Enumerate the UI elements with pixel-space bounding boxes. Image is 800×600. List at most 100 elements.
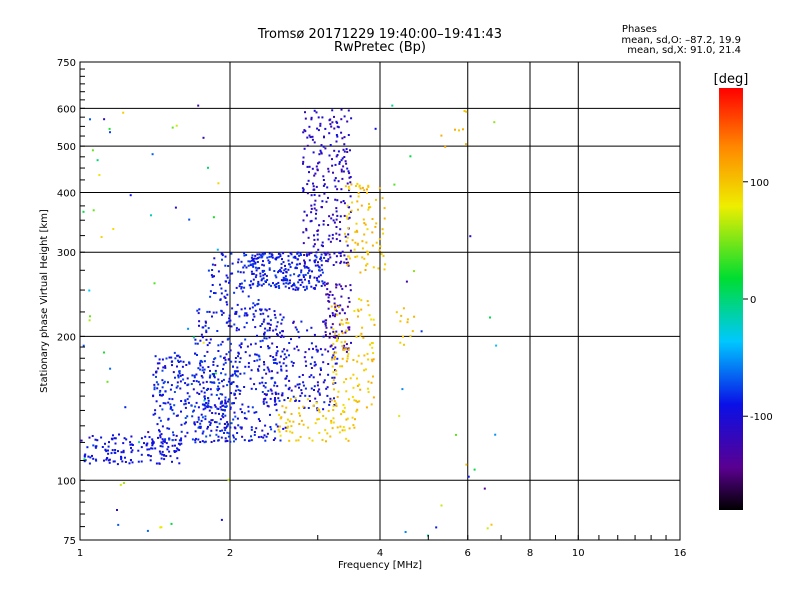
data-point xyxy=(264,439,267,442)
data-point xyxy=(374,225,377,228)
data-point xyxy=(239,372,242,375)
data-point xyxy=(279,417,282,420)
data-point xyxy=(332,330,335,333)
data-point xyxy=(262,436,265,439)
data-point xyxy=(346,236,349,239)
data-point xyxy=(353,248,356,251)
data-point xyxy=(495,344,498,347)
data-point xyxy=(160,394,163,397)
data-point xyxy=(163,440,166,443)
data-point xyxy=(304,387,307,390)
data-point xyxy=(331,312,334,315)
data-point xyxy=(238,285,241,288)
data-point xyxy=(253,431,256,433)
data-point xyxy=(319,274,322,277)
data-point xyxy=(284,410,287,413)
data-point xyxy=(277,256,280,259)
data-point xyxy=(157,383,160,386)
data-point xyxy=(343,254,346,257)
data-point xyxy=(107,452,110,455)
data-point xyxy=(341,157,344,160)
data-point xyxy=(217,385,220,388)
data-point xyxy=(312,404,315,407)
data-point xyxy=(326,386,329,389)
data-point xyxy=(333,115,335,118)
data-point xyxy=(266,329,269,332)
data-point xyxy=(298,336,301,339)
data-point xyxy=(296,263,299,266)
data-point xyxy=(355,185,357,187)
data-point xyxy=(313,238,316,241)
data-point xyxy=(194,352,197,355)
data-point xyxy=(198,393,201,395)
data-point xyxy=(259,308,261,311)
data-point xyxy=(161,453,164,456)
data-point xyxy=(153,383,156,386)
data-point xyxy=(330,326,333,329)
data-point xyxy=(337,150,340,153)
data-point xyxy=(313,109,316,112)
data-point xyxy=(336,426,339,429)
data-point xyxy=(154,447,157,450)
data-point xyxy=(293,284,296,287)
data-point xyxy=(180,442,183,445)
data-point xyxy=(258,382,261,385)
data-point xyxy=(89,118,91,121)
data-point xyxy=(493,121,496,124)
data-point xyxy=(240,286,243,289)
data-point xyxy=(282,316,285,319)
data-point xyxy=(237,351,240,354)
data-point xyxy=(346,417,349,420)
data-point xyxy=(402,335,404,338)
data-point xyxy=(243,412,246,415)
data-point xyxy=(322,381,325,384)
data-point xyxy=(171,360,174,363)
data-point xyxy=(237,270,240,273)
data-point xyxy=(171,409,174,412)
data-point xyxy=(279,253,282,256)
data-point xyxy=(340,295,343,298)
data-point xyxy=(280,365,283,368)
data-point xyxy=(140,453,143,456)
data-point xyxy=(284,426,287,429)
data-point xyxy=(251,306,254,309)
data-point xyxy=(348,212,351,215)
data-point xyxy=(312,151,315,154)
data-point xyxy=(335,330,338,333)
data-point xyxy=(324,331,327,334)
data-point xyxy=(201,416,204,419)
data-point xyxy=(282,252,285,255)
data-point xyxy=(140,446,143,449)
data-point xyxy=(275,325,278,328)
data-point xyxy=(336,154,339,156)
data-point xyxy=(229,426,232,429)
data-point xyxy=(232,434,235,437)
data-point xyxy=(303,129,306,132)
data-point xyxy=(318,392,321,395)
data-point xyxy=(354,255,357,258)
data-point xyxy=(176,381,179,384)
data-point xyxy=(322,175,325,178)
data-point xyxy=(130,459,132,461)
data-point xyxy=(264,252,266,255)
data-point xyxy=(253,383,256,386)
data-point xyxy=(180,437,183,440)
data-point xyxy=(226,293,229,296)
data-point xyxy=(332,371,335,374)
data-point xyxy=(344,232,346,235)
data-point xyxy=(265,401,268,404)
y-tick-label: 500 xyxy=(57,142,76,153)
data-point xyxy=(151,441,154,444)
data-point xyxy=(356,377,358,380)
data-point xyxy=(347,326,350,329)
data-point xyxy=(353,310,356,312)
data-point xyxy=(167,381,169,384)
data-point xyxy=(332,348,335,350)
data-point xyxy=(138,441,141,444)
data-point xyxy=(252,272,255,275)
data-point xyxy=(215,433,218,436)
data-point xyxy=(378,249,381,252)
data-point xyxy=(347,134,350,136)
data-point xyxy=(211,381,214,384)
data-point xyxy=(176,354,179,357)
